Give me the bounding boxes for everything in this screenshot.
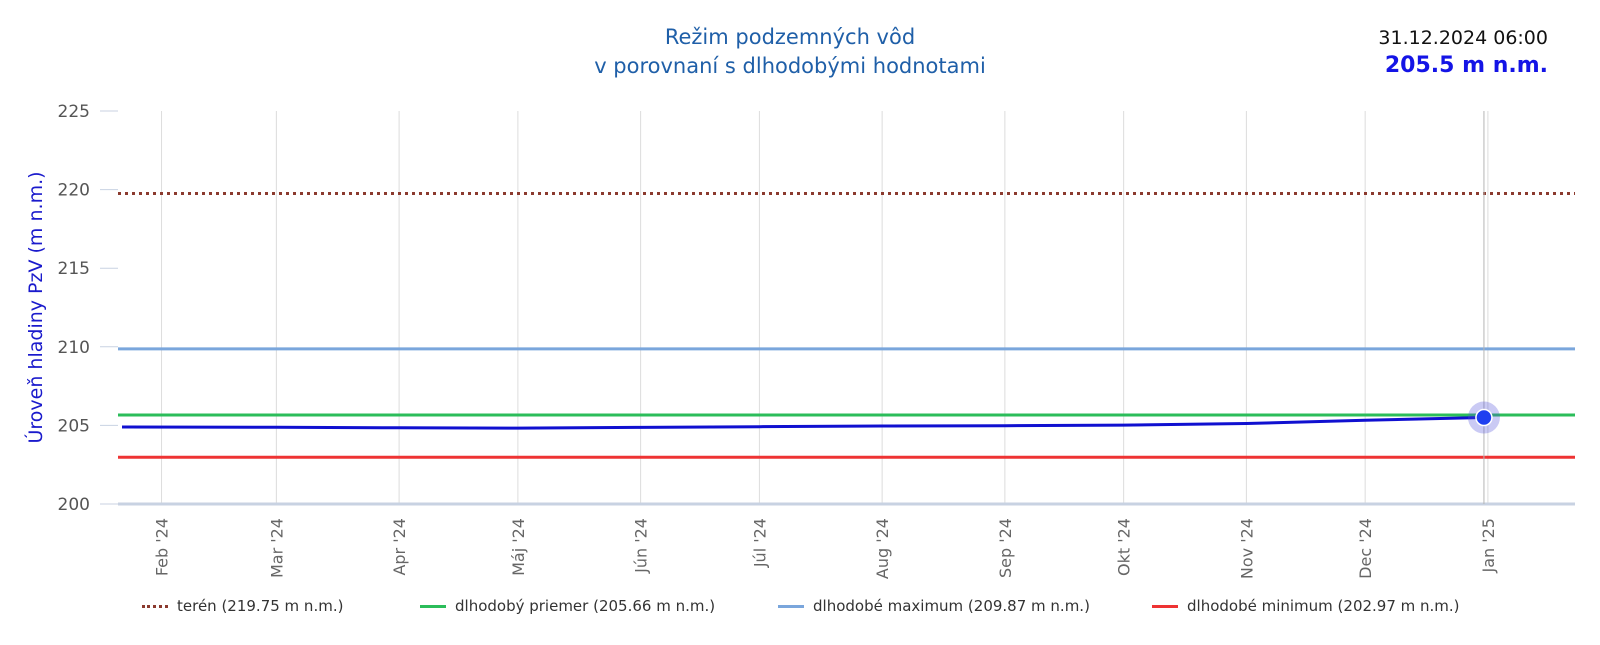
y-tick-label: 225 <box>58 102 90 122</box>
legend-swatch <box>778 604 804 608</box>
x-tick-label: Aug '24 <box>873 518 892 579</box>
legend-label: dlhodobé minimum (202.97 m n.m.) <box>1187 597 1460 615</box>
legend-item[interactable]: dlhodobé maximum (209.87 m n.m.) <box>778 597 1090 615</box>
y-tick-label: 200 <box>58 495 90 515</box>
x-tick-label: Júl '24 <box>750 518 769 568</box>
x-tick-label: Mar '24 <box>267 518 286 578</box>
x-tick-label: Okt '24 <box>1115 518 1134 576</box>
legend-swatch <box>420 604 446 608</box>
legend-label: terén (219.75 m n.m.) <box>177 597 344 615</box>
chart-title-line2: v porovnaní s dlhodobými hodnotami <box>594 54 986 78</box>
chart-title: Režim podzemných vôd v porovnaní s dlhod… <box>470 23 1110 81</box>
x-tick-label: Máj '24 <box>509 518 528 576</box>
x-tick-label: Sep '24 <box>996 518 1015 578</box>
legend-label: dlhodobý priemer (205.66 m n.m.) <box>455 597 716 615</box>
legend-swatch <box>1152 604 1178 608</box>
y-tick-label: 210 <box>58 338 90 358</box>
readout-datetime: 31.12.2024 06:00 <box>1378 27 1548 49</box>
legend-item[interactable]: dlhodobé minimum (202.97 m n.m.) <box>1152 597 1460 615</box>
hover-data-point[interactable] <box>1475 408 1493 427</box>
x-tick-label: Nov '24 <box>1237 518 1256 579</box>
x-tick-label: Apr '24 <box>390 518 409 576</box>
legend-item[interactable]: dlhodobý priemer (205.66 m n.m.) <box>420 597 715 615</box>
x-tick-label: Dec '24 <box>1356 518 1375 579</box>
readout-value: 205.5 m n.m. <box>1384 53 1548 78</box>
x-tick-label: Jan '25 <box>1479 518 1498 574</box>
x-tick-label: Jún '24 <box>632 518 651 574</box>
chart-legend: terén (219.75 m n.m.) dlhodobý priemer (2… <box>0 597 1600 621</box>
y-tick-label: 220 <box>58 181 90 201</box>
y-tick-label: 215 <box>58 259 90 279</box>
water-level-series-line <box>121 416 1484 430</box>
y-tick-label: 205 <box>58 416 90 436</box>
chart-title-line1: Režim podzemných vôd <box>664 25 916 49</box>
legend-item[interactable]: terén (219.75 m n.m.) <box>142 597 343 615</box>
current-value-readout: 31.12.2024 06:00 205.5 m n.m. <box>1378 25 1548 81</box>
legend-swatch <box>142 604 168 608</box>
legend-label: dlhodobé maximum (209.87 m n.m.) <box>813 597 1090 615</box>
y-axis-title: Úroveň hladiny PzV (m n.m.) <box>23 171 47 443</box>
x-tick-label: Feb '24 <box>153 518 172 576</box>
